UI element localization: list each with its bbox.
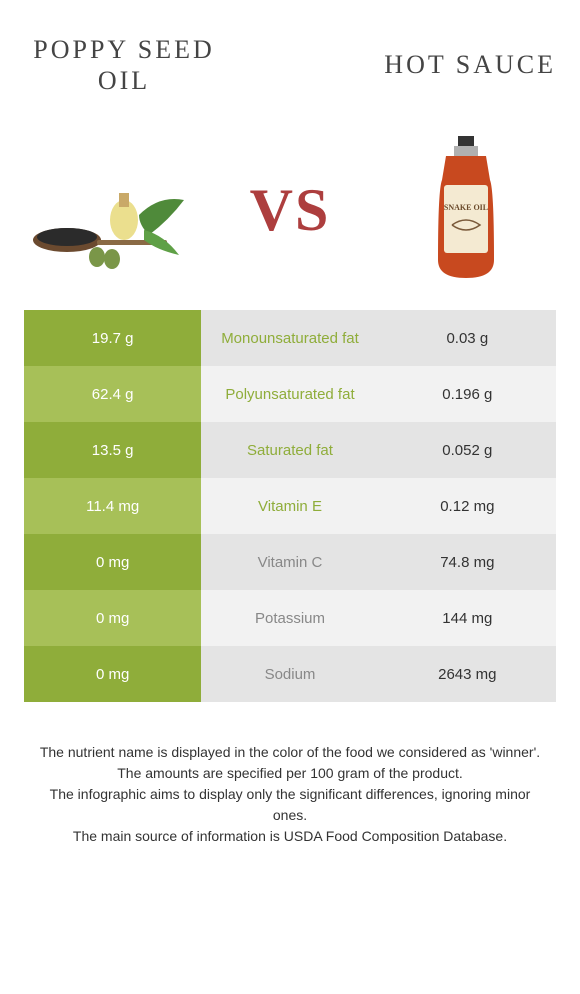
value-right: 0.12 mg: [379, 478, 556, 534]
table-row: 0 mgVitamin C74.8 mg: [24, 534, 556, 590]
title-right: HOT SAUCE: [336, 50, 556, 80]
value-left: 0 mg: [24, 534, 201, 590]
poppy-seed-oil-image: [24, 135, 204, 285]
images-row: VS SNAKE OIL: [24, 120, 556, 300]
nutrient-label: Polyunsaturated fat: [201, 366, 378, 422]
value-left: 0 mg: [24, 646, 201, 702]
footer-line-3: The infographic aims to display only the…: [34, 784, 546, 826]
nutrient-label: Sodium: [201, 646, 378, 702]
value-left: 11.4 mg: [24, 478, 201, 534]
footer-line-2: The amounts are specified per 100 gram o…: [34, 763, 546, 784]
value-right: 0.196 g: [379, 366, 556, 422]
vs-label: VS: [250, 176, 331, 245]
title-left: POPPY SEED OIL: [24, 34, 224, 96]
value-right: 74.8 mg: [379, 534, 556, 590]
table-row: 11.4 mgVitamin E0.12 mg: [24, 478, 556, 534]
hot-sauce-image: SNAKE OIL: [376, 135, 556, 285]
header: POPPY SEED OIL HOT SAUCE: [24, 20, 556, 110]
footer-line-4: The main source of information is USDA F…: [34, 826, 546, 847]
nutrient-label: Saturated fat: [201, 422, 378, 478]
value-left: 0 mg: [24, 590, 201, 646]
table-row: 0 mgPotassium144 mg: [24, 590, 556, 646]
footer-line-1: The nutrient name is displayed in the co…: [34, 742, 546, 763]
svg-text:SNAKE OIL: SNAKE OIL: [444, 203, 488, 212]
footer-notes: The nutrient name is displayed in the co…: [24, 742, 556, 847]
table-row: 13.5 gSaturated fat0.052 g: [24, 422, 556, 478]
nutrient-label: Vitamin E: [201, 478, 378, 534]
comparison-table: 19.7 gMonounsaturated fat0.03 g62.4 gPol…: [24, 310, 556, 702]
table-row: 19.7 gMonounsaturated fat0.03 g: [24, 310, 556, 366]
nutrient-label: Vitamin C: [201, 534, 378, 590]
value-left: 62.4 g: [24, 366, 201, 422]
table-row: 0 mgSodium2643 mg: [24, 646, 556, 702]
value-left: 13.5 g: [24, 422, 201, 478]
value-right: 144 mg: [379, 590, 556, 646]
nutrient-label: Potassium: [201, 590, 378, 646]
value-right: 2643 mg: [379, 646, 556, 702]
value-right: 0.052 g: [379, 422, 556, 478]
value-right: 0.03 g: [379, 310, 556, 366]
nutrient-label: Monounsaturated fat: [201, 310, 378, 366]
table-row: 62.4 gPolyunsaturated fat0.196 g: [24, 366, 556, 422]
value-left: 19.7 g: [24, 310, 201, 366]
